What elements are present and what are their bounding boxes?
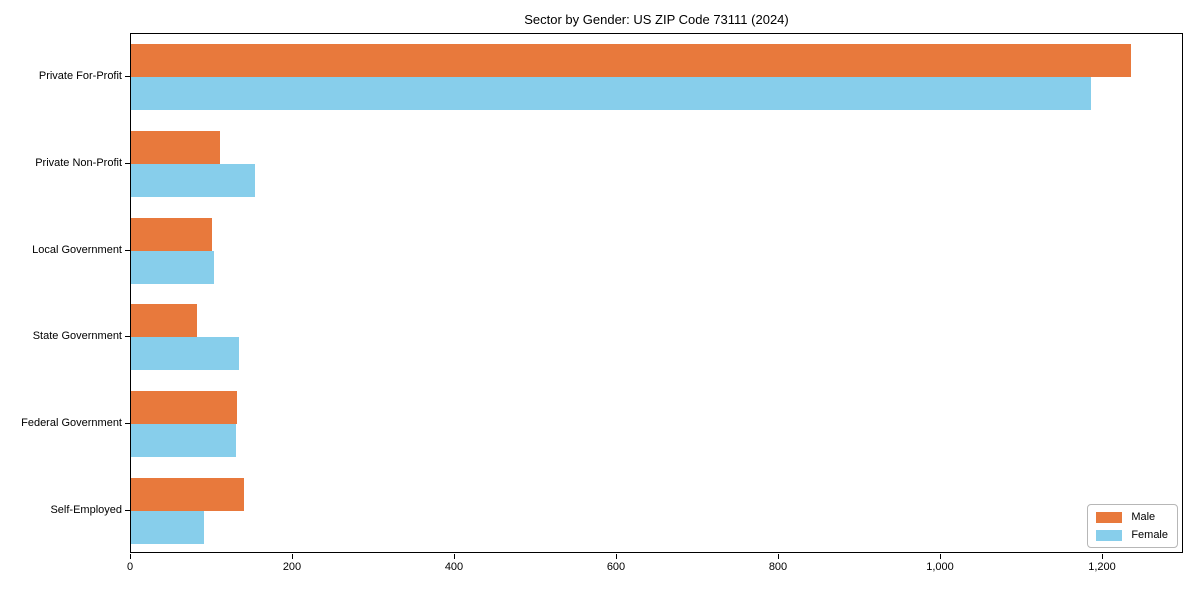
female-bar bbox=[131, 77, 1091, 111]
y-axis-tick bbox=[125, 509, 130, 511]
x-axis-tick bbox=[292, 554, 293, 559]
female-bar bbox=[131, 337, 239, 371]
x-axis-tick bbox=[1102, 554, 1103, 559]
x-axis-tick bbox=[130, 554, 131, 559]
male-legend-label: Male bbox=[1131, 511, 1156, 523]
female-legend-label: Female bbox=[1131, 529, 1168, 541]
female-legend-swatch bbox=[1096, 529, 1123, 541]
y-axis-category-label: Local Government bbox=[32, 243, 122, 256]
female-bar bbox=[131, 424, 237, 457]
male-bar bbox=[131, 304, 198, 338]
male-bar bbox=[131, 391, 238, 424]
x-axis-tick-label: 600 bbox=[606, 561, 626, 573]
x-axis-tick bbox=[778, 554, 779, 559]
legend-item-male: Male bbox=[1096, 511, 1168, 523]
y-axis-category-label: Private For-Profit bbox=[38, 70, 122, 83]
legend: Male Female bbox=[1087, 504, 1178, 548]
x-axis-tick-label: 800 bbox=[768, 561, 788, 573]
x-axis-tick-label: 1,200 bbox=[1088, 561, 1116, 573]
plot-area: Male Female bbox=[130, 33, 1183, 553]
x-axis-tick bbox=[454, 554, 455, 559]
legend-item-female: Female bbox=[1096, 529, 1168, 541]
y-axis-category-label: State Government bbox=[32, 330, 122, 343]
male-bar bbox=[131, 217, 212, 251]
y-axis-tick bbox=[125, 76, 130, 78]
x-axis-tick-label: 400 bbox=[444, 561, 464, 573]
x-axis-tick-label: 1,000 bbox=[926, 561, 954, 573]
y-axis-tick bbox=[125, 163, 130, 164]
male-bar bbox=[131, 477, 245, 511]
x-axis-tick-label: 0 bbox=[126, 561, 134, 573]
x-axis-tick-label: 200 bbox=[282, 561, 302, 573]
y-axis-tick bbox=[125, 423, 130, 424]
y-axis-tick bbox=[125, 249, 130, 251]
x-axis-tick bbox=[616, 554, 617, 559]
y-axis-category-label: Self-Employed bbox=[50, 503, 122, 516]
chart-title: Sector by Gender: US ZIP Code 73111 (202… bbox=[524, 12, 789, 27]
x-axis-tick bbox=[940, 554, 941, 559]
female-bar bbox=[131, 164, 255, 197]
female-bar bbox=[131, 510, 204, 544]
female-bar bbox=[131, 250, 215, 284]
male-bar bbox=[131, 131, 221, 164]
male-legend-swatch bbox=[1096, 511, 1123, 523]
y-axis-category-label: Federal Government bbox=[21, 417, 122, 429]
y-axis-category-label: Private Non-Profit bbox=[35, 157, 122, 169]
male-bar bbox=[131, 44, 1132, 78]
y-axis-tick bbox=[125, 336, 130, 338]
